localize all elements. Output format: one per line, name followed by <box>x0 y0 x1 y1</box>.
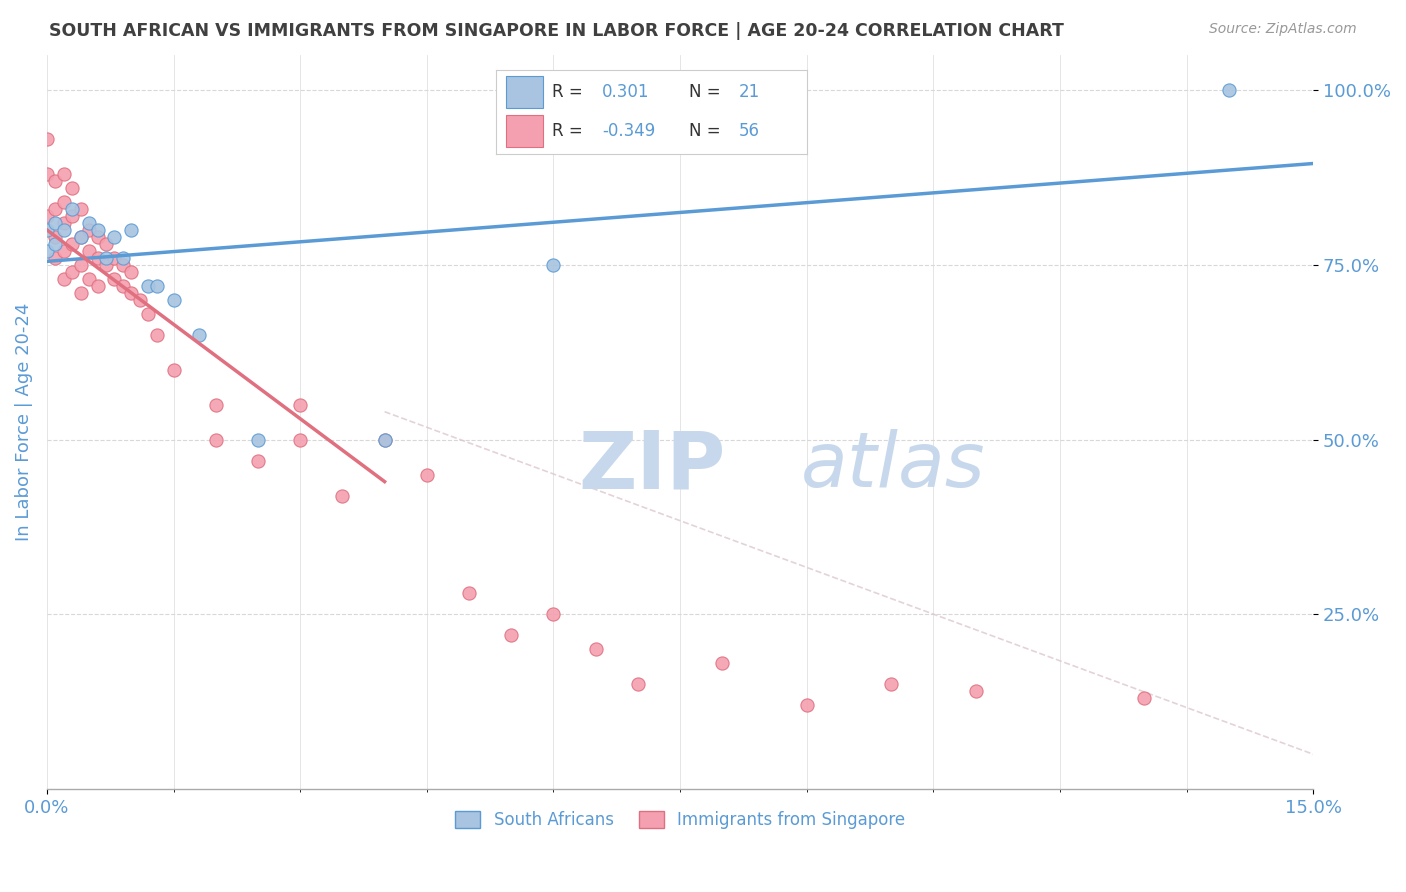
Point <box>416 467 439 482</box>
Point <box>69 230 91 244</box>
Point <box>204 398 226 412</box>
Point <box>94 236 117 251</box>
Point <box>35 244 58 258</box>
Point <box>86 278 108 293</box>
Point <box>52 194 75 209</box>
Point <box>543 607 565 622</box>
Point <box>796 698 818 713</box>
Text: Source: ZipAtlas.com: Source: ZipAtlas.com <box>1209 22 1357 37</box>
Point <box>69 202 91 216</box>
Point <box>136 278 159 293</box>
Point <box>246 453 269 467</box>
Point <box>288 433 311 447</box>
Point <box>77 244 100 258</box>
Point <box>86 251 108 265</box>
Point <box>86 230 108 244</box>
Point <box>145 278 167 293</box>
Point <box>111 278 134 293</box>
Point <box>204 433 226 447</box>
Point <box>60 181 83 195</box>
Point <box>1133 691 1156 706</box>
Point <box>60 265 83 279</box>
Legend: South Africans, Immigrants from Singapore: South Africans, Immigrants from Singapor… <box>449 805 911 836</box>
Point <box>711 657 734 671</box>
Point <box>44 236 66 251</box>
Point <box>501 628 523 642</box>
Point <box>111 251 134 265</box>
Point <box>77 223 100 237</box>
Point <box>128 293 150 307</box>
Point <box>627 677 650 691</box>
Point <box>69 285 91 300</box>
Point <box>35 167 58 181</box>
Point <box>35 132 58 146</box>
Point <box>69 258 91 272</box>
Point <box>60 209 83 223</box>
Point <box>162 363 184 377</box>
Point <box>44 230 66 244</box>
Point <box>60 202 83 216</box>
Point <box>1218 83 1240 97</box>
Point <box>880 677 903 691</box>
Point <box>585 642 607 657</box>
Point <box>120 285 142 300</box>
Point <box>52 216 75 230</box>
Point <box>35 209 58 223</box>
Point <box>52 167 75 181</box>
Point <box>332 489 354 503</box>
Point <box>374 433 396 447</box>
Point <box>120 223 142 237</box>
Y-axis label: In Labor Force | Age 20-24: In Labor Force | Age 20-24 <box>15 303 32 541</box>
Point <box>44 216 66 230</box>
Text: SOUTH AFRICAN VS IMMIGRANTS FROM SINGAPORE IN LABOR FORCE | AGE 20-24 CORRELATIO: SOUTH AFRICAN VS IMMIGRANTS FROM SINGAPO… <box>49 22 1064 40</box>
Point <box>35 223 58 237</box>
Text: atlas: atlas <box>800 429 984 503</box>
Point <box>44 202 66 216</box>
Text: ZIP: ZIP <box>579 427 725 505</box>
Point <box>52 223 75 237</box>
Point <box>44 174 66 188</box>
Point <box>60 236 83 251</box>
Point <box>120 265 142 279</box>
Point <box>111 258 134 272</box>
Point <box>86 223 108 237</box>
Point <box>52 244 75 258</box>
Point <box>288 398 311 412</box>
Point <box>94 258 117 272</box>
Point <box>77 272 100 286</box>
Point <box>77 216 100 230</box>
Point <box>145 327 167 342</box>
Point <box>103 230 125 244</box>
Point <box>187 327 209 342</box>
Point <box>162 293 184 307</box>
Point <box>52 272 75 286</box>
Point <box>69 230 91 244</box>
Point <box>965 684 987 698</box>
Point <box>94 251 117 265</box>
Point <box>44 251 66 265</box>
Point <box>374 433 396 447</box>
Point <box>103 272 125 286</box>
Point <box>458 586 481 600</box>
Point <box>246 433 269 447</box>
Point <box>136 307 159 321</box>
Point <box>103 251 125 265</box>
Point <box>543 258 565 272</box>
